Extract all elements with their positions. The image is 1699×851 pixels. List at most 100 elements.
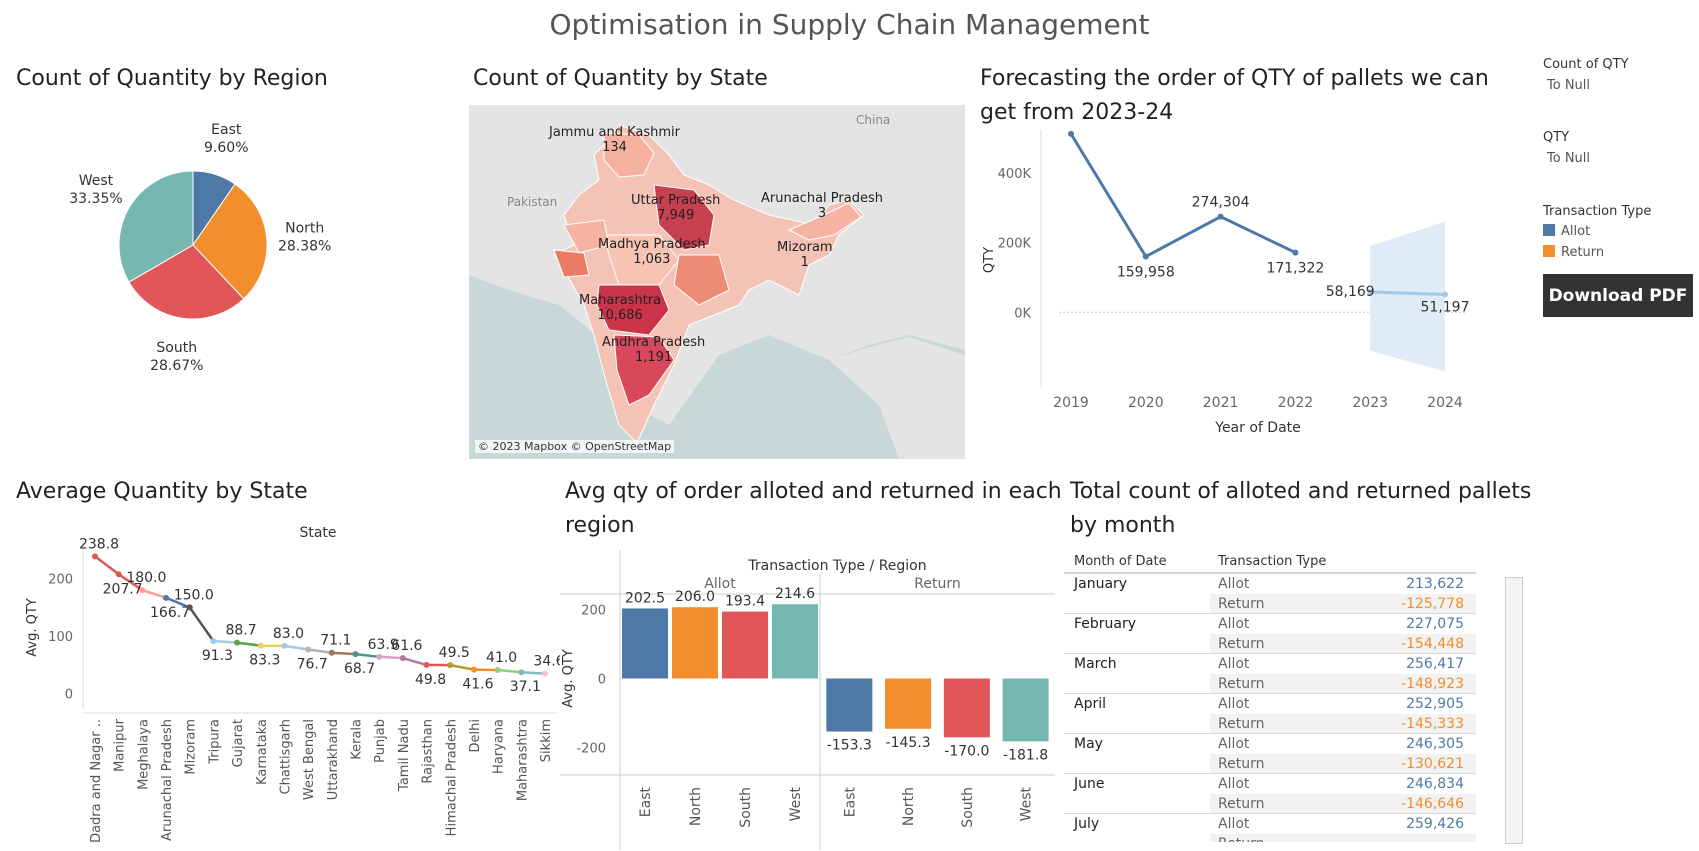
- table-scrollbar[interactable]: [1505, 577, 1523, 844]
- region-tick-label: South: [738, 787, 754, 828]
- state-line-segment: [213, 639, 238, 644]
- state-value-label: 34.6: [533, 654, 560, 670]
- transaction-type-legend-title: Transaction Type: [1543, 204, 1652, 219]
- actual-qty-point: [1292, 249, 1299, 256]
- bar-value-label: 193.4: [725, 594, 765, 610]
- month-cell: April: [1074, 696, 1106, 712]
- state-line-segment: [188, 606, 215, 642]
- qty-filter-value[interactable]: To Null: [1547, 151, 1591, 166]
- table-row[interactable]: June Allot Return 246,834 -146,646: [1064, 773, 1476, 814]
- state-tick-label: Haryana: [492, 719, 507, 774]
- map-label-arunachal: Arunachal Pradesh 3: [761, 191, 883, 221]
- region-tick-label: North: [688, 787, 704, 826]
- y-tick-label: 200: [581, 603, 606, 618]
- bar-return-south: [943, 678, 990, 738]
- allot-return-bar-chart[interactable]: Transaction Type / Region Allot Return -200…: [560, 550, 1060, 850]
- bar-return-east: [826, 678, 873, 732]
- state-point: [92, 553, 98, 560]
- bar-return-west: [1002, 678, 1049, 742]
- state-tick-label: West Bengal: [302, 719, 317, 800]
- state-value-label: 68.7: [344, 661, 375, 677]
- transaction-type-cell: Allot: [1218, 776, 1250, 792]
- return-value-cell: -130,621: [1401, 756, 1464, 772]
- state-value-label: 61.6: [391, 638, 422, 654]
- forecast-title: Forecasting the order of QTY of pallets …: [980, 66, 1489, 125]
- table-row[interactable]: May Allot Return 246,305 -130,621: [1064, 733, 1476, 774]
- state-tick-label: Dadra and Nagar ..: [89, 719, 104, 843]
- y-axis-title: Avg. QTY: [561, 649, 576, 708]
- state-tick-label: Chattisgarh: [278, 719, 293, 794]
- legend-item-allot[interactable]: Allot: [1543, 224, 1590, 239]
- state-line-segment: [497, 668, 522, 674]
- state-line-segment: [141, 588, 167, 600]
- bar-allot-east: [622, 608, 668, 679]
- map-country-pakistan: Pakistan: [507, 195, 558, 209]
- actual-qty-label: 159,958: [1117, 265, 1175, 281]
- table-row[interactable]: April Allot Return 252,905 -145,333: [1064, 693, 1476, 734]
- table-row[interactable]: March Allot Return 256,417 -148,923: [1064, 653, 1476, 694]
- month-cell: March: [1074, 656, 1117, 672]
- allot-value-cell: 227,075: [1406, 616, 1464, 632]
- state-line-segment: [307, 648, 333, 654]
- forecast-confidence-band: [1370, 221, 1445, 372]
- state-point: [542, 670, 548, 677]
- map-label-maharashtra: Maharashtra 10,686: [579, 293, 661, 323]
- y-tick-label: 0: [65, 688, 73, 703]
- state-line-segment: [94, 555, 120, 576]
- state-tick-label: Meghalaya: [136, 719, 151, 790]
- map-label-madhya-pradesh: Madhya Pradesh 1,063: [598, 237, 706, 267]
- region-pie-chart[interactable]: East 9.60% North 28.38% South 28.67% West 33.35…: [0, 100, 420, 420]
- table-row[interactable]: January Allot Return 213,622 -125,778: [1064, 573, 1476, 614]
- state-value-label: 88.7: [226, 623, 257, 639]
- legend-item-return[interactable]: Return: [1543, 245, 1604, 260]
- bar-value-label: -145.3: [886, 735, 931, 751]
- month-cell: July: [1074, 816, 1100, 832]
- state-value: 3: [817, 206, 827, 221]
- actual-qty-point: [1068, 130, 1074, 137]
- india-state-map[interactable]: Jammu and Kashmir 134 Uttar Pradesh 7,94…: [469, 105, 965, 459]
- pie-slice-north: [192, 183, 268, 300]
- bar-header: Transaction Type / Region: [747, 558, 926, 574]
- state-value-label: 166.7: [150, 605, 190, 621]
- transaction-type-cell: Allot: [1218, 656, 1250, 672]
- actual-qty-point: [1217, 213, 1224, 220]
- actual-qty-label: 274,304: [1192, 195, 1250, 211]
- state-tick-label: Tamil Nadu: [397, 719, 412, 792]
- state-value: 134: [602, 140, 627, 155]
- state-name: Uttar Pradesh: [631, 193, 721, 208]
- bar-value-label: -170.0: [944, 743, 989, 759]
- bar-value-label: -153.3: [827, 738, 872, 754]
- state-value-label: 41.6: [462, 677, 493, 693]
- state-value-label: 71.1: [320, 633, 351, 649]
- state-point: [423, 661, 430, 668]
- return-value-cell: -125,778: [1401, 596, 1464, 612]
- return-swatch: [1543, 245, 1555, 257]
- transaction-type-cell: Allot: [1218, 616, 1250, 632]
- state-point: [470, 666, 477, 673]
- allot-value-cell: 256,417: [1406, 656, 1464, 672]
- state-point: [494, 666, 501, 673]
- actual-qty-line: [1069, 133, 1297, 259]
- state-tick-label: Manipur: [113, 718, 128, 772]
- forecast-line-chart[interactable]: 0K 200K 400K QTY 2019 2020 2021 2022 2023 2024 Yea…: [975, 130, 1535, 465]
- month-cell: June: [1074, 776, 1105, 792]
- forecast-qty-label: 58,169: [1326, 284, 1375, 300]
- state-point: [399, 655, 406, 662]
- state-value-label: 83.0: [273, 626, 304, 642]
- monthly-allot-return-table[interactable]: Month of Date Transaction Type January Al…: [1064, 552, 1476, 842]
- table-row[interactable]: July Allot Return 259,426: [1064, 813, 1476, 842]
- row-band: [1210, 834, 1476, 842]
- download-pdf-button[interactable]: Download PDF: [1543, 274, 1693, 317]
- pie-label-category: North: [285, 220, 324, 236]
- y-tick-label: 0K: [1014, 306, 1031, 321]
- state-name: Mizoram: [777, 240, 833, 255]
- state-value-label: 49.5: [439, 645, 470, 661]
- table-row[interactable]: February Allot Return 227,075 -154,448: [1064, 613, 1476, 654]
- count-qty-filter-value[interactable]: To Null: [1547, 78, 1591, 93]
- state-tick-label: Delhi: [468, 719, 483, 752]
- state-tick-label: Sikkim: [539, 719, 554, 762]
- avg-state-title: Average Quantity by State: [16, 479, 308, 504]
- forecast-qty-point: [1442, 291, 1448, 298]
- state-value: 10,686: [597, 308, 643, 323]
